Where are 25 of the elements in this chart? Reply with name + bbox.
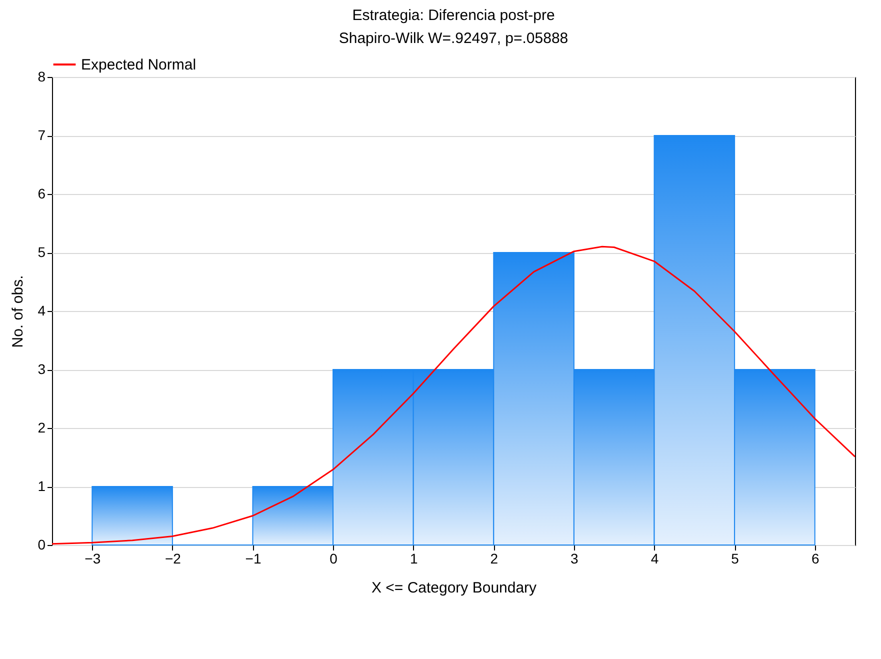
y-tick-label: 3 (38, 361, 46, 377)
y-tick-label: 8 (38, 68, 46, 84)
x-tick-label: 2 (490, 550, 498, 566)
y-tick-label: 4 (38, 302, 46, 318)
x-tick-label: 1 (410, 550, 418, 566)
x-axis-title: X <= Category Boundary (371, 580, 538, 596)
x-tick-label: 4 (650, 550, 659, 566)
chart-title: Estrategia: Diferencia post-pre (352, 7, 555, 24)
y-tick-label: 0 (38, 536, 46, 552)
x-tick-label: −2 (164, 550, 182, 566)
y-tick-label: 5 (38, 244, 46, 260)
legend-label: Expected Normal (81, 56, 196, 74)
y-tick-label: 2 (38, 420, 46, 436)
y-tick-label: 1 (38, 478, 46, 494)
y-tick-label: 6 (38, 186, 46, 202)
y-axis-title: No. of obs. (10, 275, 27, 348)
x-tick-label: −1 (245, 550, 262, 566)
x-tick-label: 3 (570, 550, 579, 566)
x-tick-label: 6 (811, 550, 820, 566)
line-series (52, 246, 855, 545)
y-tick-label: 7 (38, 127, 46, 143)
x-tick-label: −3 (84, 550, 101, 566)
x-tick-label: 5 (731, 550, 740, 566)
x-tick-label: 0 (330, 550, 338, 566)
chart-subtitle: Shapiro-Wilk W=.92497, p=.05888 (338, 30, 568, 47)
